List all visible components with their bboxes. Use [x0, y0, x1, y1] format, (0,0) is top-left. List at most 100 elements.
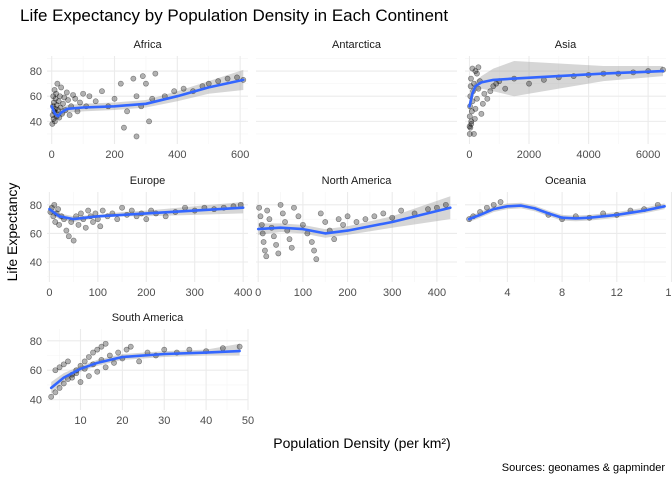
data-point — [65, 233, 72, 240]
x-tick-label: 4 — [504, 287, 510, 299]
data-point — [371, 213, 378, 220]
data-point — [75, 221, 82, 228]
data-point — [81, 358, 88, 365]
trend-line — [50, 78, 245, 118]
x-tick-label: 12 — [611, 287, 623, 299]
facet-europe: 40 60 80 0 100 200 300 400 Europe — [30, 175, 253, 299]
x-tick-label: 16 — [665, 287, 672, 299]
data-point — [85, 207, 92, 214]
data-point — [493, 80, 500, 87]
data-point — [335, 216, 342, 223]
data-point — [472, 105, 479, 112]
data-point — [52, 219, 59, 225]
facet-strip-label: Africa — [133, 39, 162, 51]
data-point — [70, 237, 77, 244]
data-point — [54, 80, 61, 87]
data-point — [313, 256, 320, 263]
data-point — [497, 199, 504, 205]
x-tick-label: 40 — [200, 415, 212, 427]
data-point — [205, 80, 212, 87]
trend-line — [467, 204, 666, 221]
data-point — [264, 207, 271, 214]
trend-line — [48, 206, 245, 221]
data-point — [130, 75, 137, 82]
data-point — [119, 204, 125, 211]
facet-north-america: 0 100 200 300 400 North America — [255, 175, 457, 299]
x-tick-label: 600 — [231, 149, 249, 161]
data-point — [469, 65, 476, 72]
x-tick-label: 20 — [116, 415, 128, 427]
x-tick-label: 50 — [242, 415, 254, 427]
data-point — [234, 74, 240, 81]
facet-asia: 0 2000 4000 6000 Asia — [465, 39, 666, 161]
data-point — [127, 343, 134, 350]
x-tick-label: 200 — [137, 287, 155, 299]
data-point — [90, 219, 96, 225]
data-point — [78, 210, 84, 217]
data-point — [162, 213, 169, 220]
data-point — [102, 364, 109, 371]
data-point — [474, 70, 480, 77]
y-tick-label: 80 — [30, 200, 42, 212]
data-point — [468, 108, 475, 115]
data-point — [299, 221, 306, 228]
data-point — [442, 201, 449, 208]
data-point — [58, 84, 65, 91]
data-point — [171, 88, 178, 95]
data-point — [257, 213, 264, 220]
data-point — [481, 90, 488, 97]
x-tick-label: 0 — [466, 149, 472, 161]
data-point — [263, 253, 270, 260]
data-point — [277, 201, 284, 208]
data-point — [468, 118, 475, 125]
x-tick-label: 0 — [255, 287, 261, 299]
facet-strip-label: Antarctica — [332, 39, 382, 51]
data-point — [102, 340, 109, 347]
trend-line — [468, 69, 665, 108]
data-point — [55, 206, 62, 213]
data-point — [51, 118, 58, 125]
data-point — [146, 118, 152, 125]
data-point — [479, 100, 486, 107]
trend-line — [256, 206, 452, 235]
data-point — [180, 85, 187, 92]
x-tick-label: 0 — [46, 287, 52, 299]
data-point — [308, 239, 315, 245]
data-point — [143, 216, 150, 223]
data-point — [65, 97, 71, 103]
facet-oceania: 4 8 12 16 Oceania — [465, 175, 672, 299]
data-point — [139, 73, 146, 80]
y-tick-label: 40 — [30, 257, 42, 269]
data-point — [466, 113, 473, 120]
confidence-band — [469, 202, 665, 222]
data-point — [161, 346, 168, 353]
confidence-band — [258, 196, 451, 238]
data-point — [143, 80, 149, 87]
data-point — [90, 349, 96, 356]
x-tick-label: 30 — [158, 415, 170, 427]
data-point — [502, 85, 509, 92]
data-point — [317, 210, 324, 217]
y-tick-label: 40 — [30, 395, 42, 407]
data-point — [53, 102, 60, 108]
data-point — [106, 352, 113, 359]
x-tick-label: 100 — [294, 287, 312, 299]
data-point — [50, 115, 57, 122]
data-point — [51, 87, 58, 93]
data-point — [99, 88, 105, 95]
facet-south-america: 40 60 80 10 20 30 40 50 South America — [30, 312, 254, 427]
data-point — [362, 216, 369, 223]
data-point — [256, 204, 263, 211]
data-point — [478, 110, 485, 117]
data-point — [66, 112, 73, 118]
x-tick-label: 400 — [234, 287, 252, 299]
data-point — [295, 213, 302, 220]
y-tick-label: 40 — [30, 116, 42, 128]
data-point — [425, 206, 431, 213]
data-point — [65, 358, 71, 365]
y-tick-label: 80 — [30, 66, 42, 78]
data-point — [57, 104, 64, 111]
data-point — [51, 99, 57, 106]
facet-antarctica: Antarctica — [256, 39, 457, 135]
data-point — [77, 379, 84, 385]
